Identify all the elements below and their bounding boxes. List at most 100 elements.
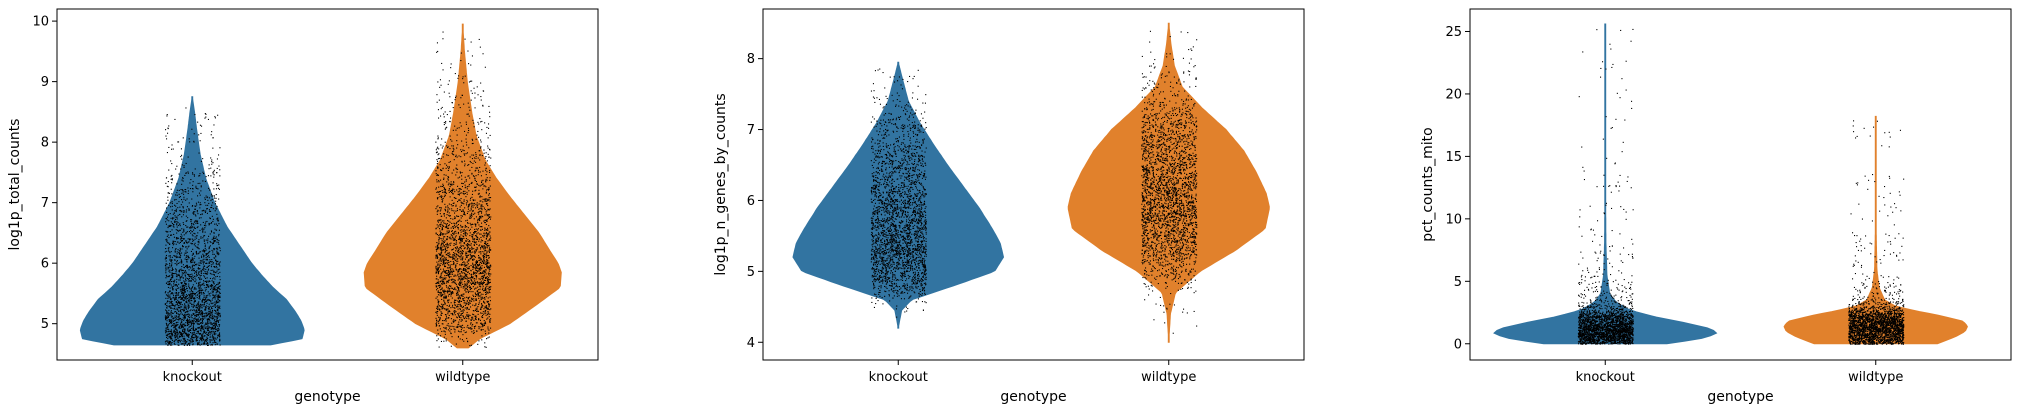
data-point bbox=[473, 255, 475, 257]
data-point bbox=[170, 284, 172, 286]
data-point bbox=[435, 283, 437, 285]
data-point bbox=[469, 109, 471, 111]
data-point bbox=[167, 300, 169, 302]
data-point bbox=[447, 209, 449, 211]
data-point bbox=[172, 288, 174, 290]
data-point bbox=[183, 309, 185, 311]
data-point bbox=[180, 156, 182, 158]
data-point bbox=[217, 269, 219, 271]
data-point bbox=[487, 314, 489, 316]
data-point bbox=[208, 224, 210, 226]
data-point bbox=[190, 341, 192, 343]
data-point bbox=[468, 281, 470, 283]
data-point bbox=[475, 231, 477, 233]
data-point bbox=[451, 271, 453, 273]
data-point bbox=[165, 223, 167, 225]
data-point bbox=[174, 311, 176, 313]
data-point bbox=[205, 305, 207, 307]
data-point bbox=[458, 193, 460, 195]
data-point bbox=[440, 195, 442, 197]
data-point bbox=[207, 342, 209, 344]
data-point bbox=[181, 240, 183, 242]
data-point bbox=[453, 197, 455, 199]
data-point bbox=[199, 281, 201, 283]
data-point bbox=[435, 149, 437, 151]
data-point bbox=[482, 287, 484, 289]
data-point bbox=[179, 206, 181, 208]
data-point bbox=[436, 248, 438, 250]
data-point bbox=[182, 340, 184, 342]
data-point bbox=[179, 196, 181, 198]
data-point bbox=[218, 268, 220, 270]
data-point bbox=[441, 242, 443, 244]
data-point bbox=[181, 216, 183, 218]
data-point bbox=[191, 243, 193, 245]
data-point bbox=[458, 296, 460, 298]
data-point bbox=[166, 313, 168, 315]
data-point bbox=[193, 265, 195, 267]
data-point bbox=[202, 325, 204, 327]
data-point bbox=[183, 289, 185, 291]
data-point bbox=[450, 270, 452, 272]
data-point bbox=[210, 134, 212, 136]
data-point bbox=[215, 325, 217, 327]
data-point bbox=[179, 325, 181, 327]
data-point bbox=[451, 199, 453, 201]
data-point bbox=[213, 176, 215, 178]
data-point bbox=[436, 159, 438, 161]
data-point bbox=[474, 178, 476, 180]
data-point bbox=[489, 268, 491, 270]
data-point bbox=[219, 169, 221, 171]
data-point bbox=[194, 298, 196, 300]
data-point bbox=[189, 266, 191, 268]
data-point bbox=[179, 254, 181, 256]
data-point bbox=[214, 210, 216, 212]
data-point bbox=[442, 305, 444, 307]
data-point bbox=[209, 316, 211, 318]
data-point bbox=[446, 181, 448, 183]
data-point bbox=[455, 225, 457, 227]
data-point bbox=[208, 313, 210, 315]
data-point bbox=[208, 248, 210, 250]
data-point bbox=[470, 209, 472, 211]
data-point bbox=[479, 300, 481, 302]
data-point bbox=[453, 181, 455, 183]
data-point bbox=[475, 265, 477, 267]
data-point bbox=[168, 336, 170, 338]
data-point bbox=[488, 336, 490, 338]
data-point bbox=[215, 294, 217, 296]
data-point bbox=[197, 226, 199, 228]
data-point bbox=[198, 287, 200, 289]
data-point bbox=[483, 313, 485, 315]
data-point bbox=[194, 275, 196, 277]
data-point bbox=[212, 318, 214, 320]
data-point bbox=[442, 168, 444, 170]
data-point bbox=[187, 329, 189, 331]
data-point bbox=[187, 226, 189, 228]
data-point bbox=[196, 210, 198, 212]
data-point bbox=[435, 317, 437, 319]
data-point bbox=[473, 241, 475, 243]
data-point bbox=[190, 259, 192, 261]
data-point bbox=[207, 253, 209, 255]
data-point bbox=[181, 313, 183, 315]
data-point bbox=[439, 286, 441, 288]
data-point bbox=[461, 94, 463, 96]
data-point bbox=[205, 280, 207, 282]
data-point bbox=[477, 193, 479, 195]
data-point bbox=[198, 239, 200, 241]
data-point bbox=[187, 258, 189, 260]
data-point bbox=[471, 246, 473, 248]
data-point bbox=[185, 333, 187, 335]
data-point bbox=[189, 340, 191, 342]
data-point bbox=[483, 185, 485, 187]
data-point bbox=[454, 260, 456, 262]
data-point bbox=[185, 342, 187, 344]
data-point bbox=[204, 244, 206, 246]
data-point bbox=[460, 279, 462, 281]
data-point bbox=[436, 289, 438, 291]
data-point bbox=[480, 175, 482, 177]
data-point bbox=[482, 282, 484, 284]
data-point bbox=[460, 294, 462, 296]
data-point bbox=[439, 164, 441, 166]
